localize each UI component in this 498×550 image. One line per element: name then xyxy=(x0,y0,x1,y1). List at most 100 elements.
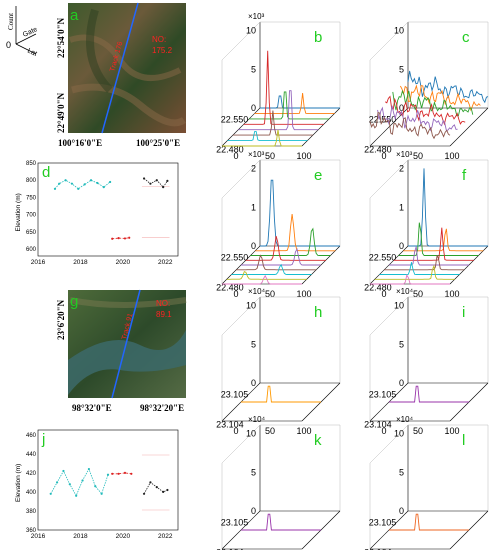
spectrum-line xyxy=(389,246,469,266)
panel-label-e: e xyxy=(314,167,322,184)
y-axis-label: Elevation (m) xyxy=(15,464,22,502)
scale-multiplier: ×10⁴ xyxy=(248,287,266,296)
panel-label-h: h xyxy=(314,304,322,321)
scale-multiplier: ×10⁴ xyxy=(248,415,266,424)
axis-line xyxy=(449,107,489,147)
lat-tick-label: 23.105 xyxy=(369,390,397,400)
y-tick-label: 420 xyxy=(26,471,37,477)
x-tick-label: 2022 xyxy=(158,533,173,540)
axis-line xyxy=(221,159,261,199)
y-tick-label: 600 xyxy=(26,247,37,253)
axis-line xyxy=(369,424,409,464)
data-point xyxy=(130,472,133,475)
data-point xyxy=(117,472,120,475)
z-tick-label: 10 xyxy=(394,301,404,311)
y-tick-label: 360 xyxy=(26,528,37,534)
lat-tick-label: 23.104 xyxy=(216,419,244,429)
gate-tick-label: 0 xyxy=(233,151,238,161)
axis-line xyxy=(369,21,409,61)
data-point xyxy=(64,179,67,182)
z-tick-label: 1 xyxy=(399,202,404,212)
spectrum-line xyxy=(236,254,317,271)
z-tick-label: 0 xyxy=(399,378,404,388)
axis-line xyxy=(301,107,341,147)
axis-line xyxy=(221,424,261,464)
data-point xyxy=(77,187,80,190)
data-point xyxy=(87,467,91,471)
series-line xyxy=(143,178,168,188)
x-tick-label: 2018 xyxy=(73,533,88,540)
z-tick-label: 0 xyxy=(399,241,404,251)
gate-tick-label: 100 xyxy=(296,151,311,161)
z-tick-label: 5 xyxy=(251,339,256,349)
spectrum-line xyxy=(241,385,321,403)
panel-label-k: k xyxy=(314,432,322,449)
data-point xyxy=(81,479,84,482)
panel-label-a: a xyxy=(70,7,79,24)
y-tick-label: 750 xyxy=(26,195,37,201)
data-point xyxy=(96,181,99,185)
z-tick-label: 5 xyxy=(251,467,256,477)
data-point xyxy=(109,180,112,184)
spectrum-line xyxy=(249,91,330,120)
data-point xyxy=(94,485,97,488)
data-point xyxy=(155,486,158,489)
data-point xyxy=(162,186,165,189)
no-label: NO: xyxy=(152,35,166,44)
spectrum-line xyxy=(255,213,336,252)
data-point xyxy=(106,473,110,476)
lat-tick-label: 23.104 xyxy=(364,547,392,550)
lat-tick-label: 23.104 xyxy=(216,547,244,550)
spectrum-line xyxy=(369,112,451,140)
series-line xyxy=(112,237,130,240)
x-tick-label: 2022 xyxy=(158,259,173,266)
y-tick-label: 380 xyxy=(26,509,37,515)
panel-label-f: f xyxy=(462,167,467,184)
gate-tick-label: 0 xyxy=(233,289,238,299)
x-tick-label: 2020 xyxy=(116,533,131,540)
spectrum-line xyxy=(222,274,302,285)
z-tick-label: 5 xyxy=(251,64,256,74)
lat-bottom: 22°49'0"N xyxy=(56,92,66,133)
gate-tick-label: 0 xyxy=(381,426,386,436)
z-tick-label: 0 xyxy=(251,378,256,388)
data-point xyxy=(162,490,165,494)
x-tick-label: 2016 xyxy=(31,533,46,540)
spectrum-line xyxy=(407,70,489,104)
data-point xyxy=(117,236,120,240)
axis-line xyxy=(221,296,261,336)
lon-right: 100°25'0"E xyxy=(136,138,180,148)
data-point xyxy=(128,236,131,239)
scale-multiplier: ×10³ xyxy=(396,150,413,159)
scale-multiplier: ×10³ xyxy=(248,12,265,21)
z-tick-label: 10 xyxy=(246,301,256,311)
data-point xyxy=(49,492,52,495)
spectrum-line xyxy=(370,274,450,285)
data-point xyxy=(111,472,114,475)
gate-tick-label: 0 xyxy=(381,289,386,299)
axis-line xyxy=(221,21,261,61)
gate-tick-label: 100 xyxy=(444,289,459,299)
lat-top: 22°54'0"N xyxy=(56,17,66,58)
series-line xyxy=(54,179,111,190)
spectrum-line xyxy=(222,129,302,147)
z-tick-label: 0 xyxy=(251,506,256,516)
lat-tick-label: 22.480 xyxy=(216,282,244,292)
x-tick-label: 2020 xyxy=(116,259,131,266)
data-point xyxy=(68,483,71,486)
gate-tick-label: 0 xyxy=(381,151,386,161)
z-tick-label: 10 xyxy=(394,429,404,439)
spectrum-line xyxy=(398,222,479,256)
z-tick-label: 10 xyxy=(394,26,404,36)
axis-line xyxy=(369,159,409,199)
data-point xyxy=(123,471,127,474)
spectrum-line xyxy=(400,84,481,112)
track-line xyxy=(101,2,139,134)
